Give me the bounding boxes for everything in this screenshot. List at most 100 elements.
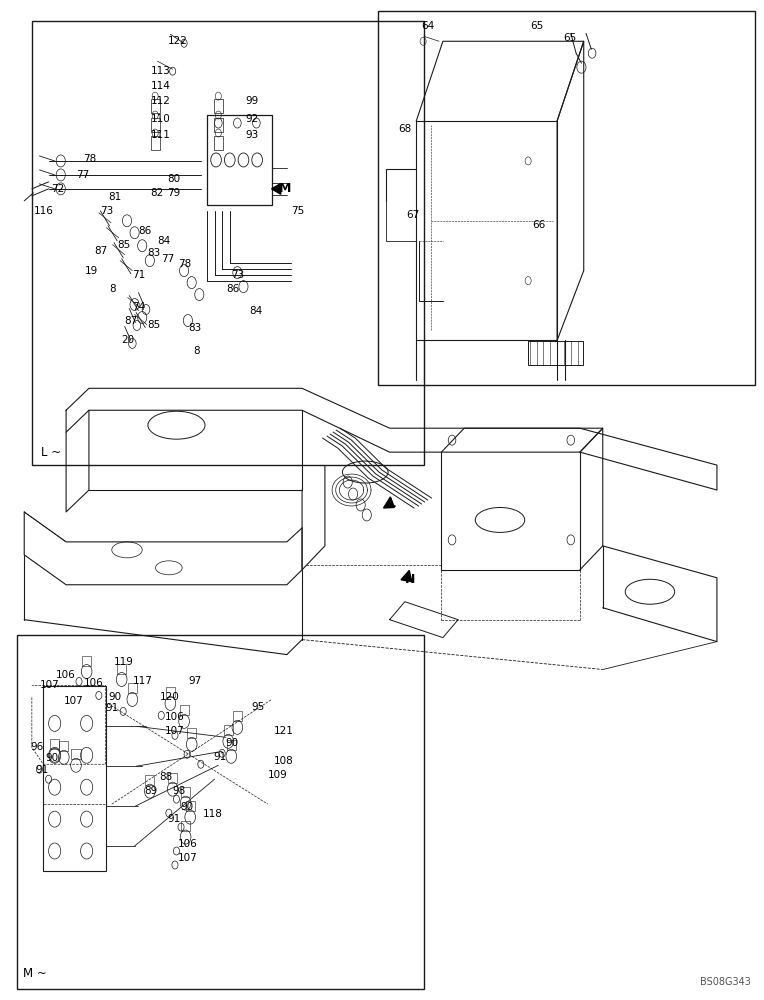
- Text: 78: 78: [178, 259, 191, 269]
- Text: 116: 116: [34, 206, 53, 216]
- Text: 120: 120: [160, 692, 180, 702]
- Bar: [32, 21, 424, 465]
- Text: L ~: L ~: [41, 446, 61, 459]
- Text: 83: 83: [188, 323, 201, 333]
- Bar: [151, 136, 160, 150]
- Bar: [82, 656, 91, 666]
- Bar: [207, 115, 272, 205]
- Text: 79: 79: [167, 188, 180, 198]
- Text: 92: 92: [245, 114, 258, 124]
- Bar: [181, 821, 190, 831]
- Text: 107: 107: [178, 853, 198, 863]
- Bar: [180, 705, 189, 715]
- Text: 96: 96: [31, 742, 44, 752]
- Polygon shape: [401, 570, 412, 582]
- Text: 68: 68: [399, 124, 412, 134]
- Bar: [128, 683, 137, 693]
- Bar: [151, 99, 160, 113]
- Polygon shape: [384, 497, 394, 508]
- Text: 90: 90: [225, 738, 238, 748]
- Bar: [214, 99, 223, 113]
- Bar: [528, 341, 583, 365]
- Text: 106: 106: [178, 839, 198, 849]
- Bar: [50, 739, 60, 749]
- Bar: [145, 775, 154, 785]
- Text: 90: 90: [180, 802, 193, 812]
- Text: 66: 66: [533, 220, 546, 230]
- Text: 88: 88: [160, 772, 173, 782]
- Text: 87: 87: [125, 316, 138, 326]
- Bar: [168, 773, 177, 783]
- Text: 19: 19: [85, 266, 99, 276]
- Text: 106: 106: [165, 712, 185, 722]
- Text: 8: 8: [109, 284, 116, 294]
- Text: 106: 106: [57, 670, 76, 680]
- Text: 91: 91: [167, 814, 180, 824]
- Text: 107: 107: [40, 680, 59, 690]
- Text: 65: 65: [530, 21, 544, 31]
- Text: 121: 121: [274, 726, 294, 736]
- Text: 81: 81: [108, 192, 121, 202]
- Text: 109: 109: [268, 770, 287, 780]
- Text: 85: 85: [147, 320, 160, 330]
- Text: 84: 84: [157, 236, 170, 246]
- Text: 8: 8: [193, 346, 200, 356]
- Text: 82: 82: [151, 188, 163, 198]
- Text: 86: 86: [227, 284, 240, 294]
- Text: 20: 20: [121, 335, 134, 345]
- Text: 113: 113: [151, 66, 170, 76]
- Text: 95: 95: [251, 702, 264, 712]
- Text: 84: 84: [249, 306, 262, 316]
- Bar: [378, 11, 755, 385]
- Bar: [151, 118, 160, 132]
- Text: 85: 85: [117, 240, 131, 250]
- Text: BS08G343: BS08G343: [701, 977, 751, 987]
- Text: 99: 99: [245, 96, 258, 106]
- Text: 107: 107: [64, 696, 83, 706]
- Bar: [186, 801, 195, 811]
- Text: M ~: M ~: [23, 967, 47, 980]
- Text: L: L: [388, 497, 396, 510]
- Text: 122: 122: [167, 36, 187, 46]
- Bar: [227, 740, 236, 750]
- Bar: [44, 686, 105, 871]
- Polygon shape: [272, 183, 280, 194]
- Text: 108: 108: [274, 756, 293, 766]
- Text: 71: 71: [132, 270, 146, 280]
- Text: 114: 114: [151, 81, 170, 91]
- Text: 67: 67: [406, 210, 419, 220]
- Text: 87: 87: [94, 246, 108, 256]
- Bar: [214, 118, 223, 132]
- Text: 73: 73: [100, 206, 114, 216]
- Bar: [17, 635, 424, 989]
- Bar: [117, 664, 126, 674]
- Text: 90: 90: [46, 753, 59, 763]
- Text: 93: 93: [245, 130, 258, 140]
- Text: 77: 77: [161, 254, 174, 264]
- Bar: [166, 687, 175, 697]
- Bar: [214, 136, 223, 150]
- Bar: [181, 787, 190, 797]
- Text: 97: 97: [188, 676, 201, 686]
- Text: 80: 80: [167, 174, 180, 184]
- Text: 89: 89: [144, 786, 157, 796]
- Text: 72: 72: [51, 184, 64, 194]
- Text: N: N: [405, 573, 415, 586]
- Bar: [60, 741, 68, 751]
- Bar: [71, 749, 80, 759]
- Text: 90: 90: [108, 692, 121, 702]
- Text: 83: 83: [147, 248, 160, 258]
- Text: 111: 111: [151, 130, 170, 140]
- Text: 119: 119: [114, 657, 134, 667]
- Bar: [233, 711, 242, 721]
- Text: 118: 118: [203, 809, 223, 819]
- Bar: [187, 728, 196, 738]
- Text: 77: 77: [76, 170, 89, 180]
- Text: 65: 65: [563, 33, 576, 43]
- Text: 91: 91: [35, 765, 48, 775]
- Text: 86: 86: [138, 226, 152, 236]
- Text: M: M: [279, 182, 292, 195]
- Bar: [224, 725, 233, 735]
- Text: 117: 117: [132, 676, 152, 686]
- Text: 73: 73: [231, 270, 244, 280]
